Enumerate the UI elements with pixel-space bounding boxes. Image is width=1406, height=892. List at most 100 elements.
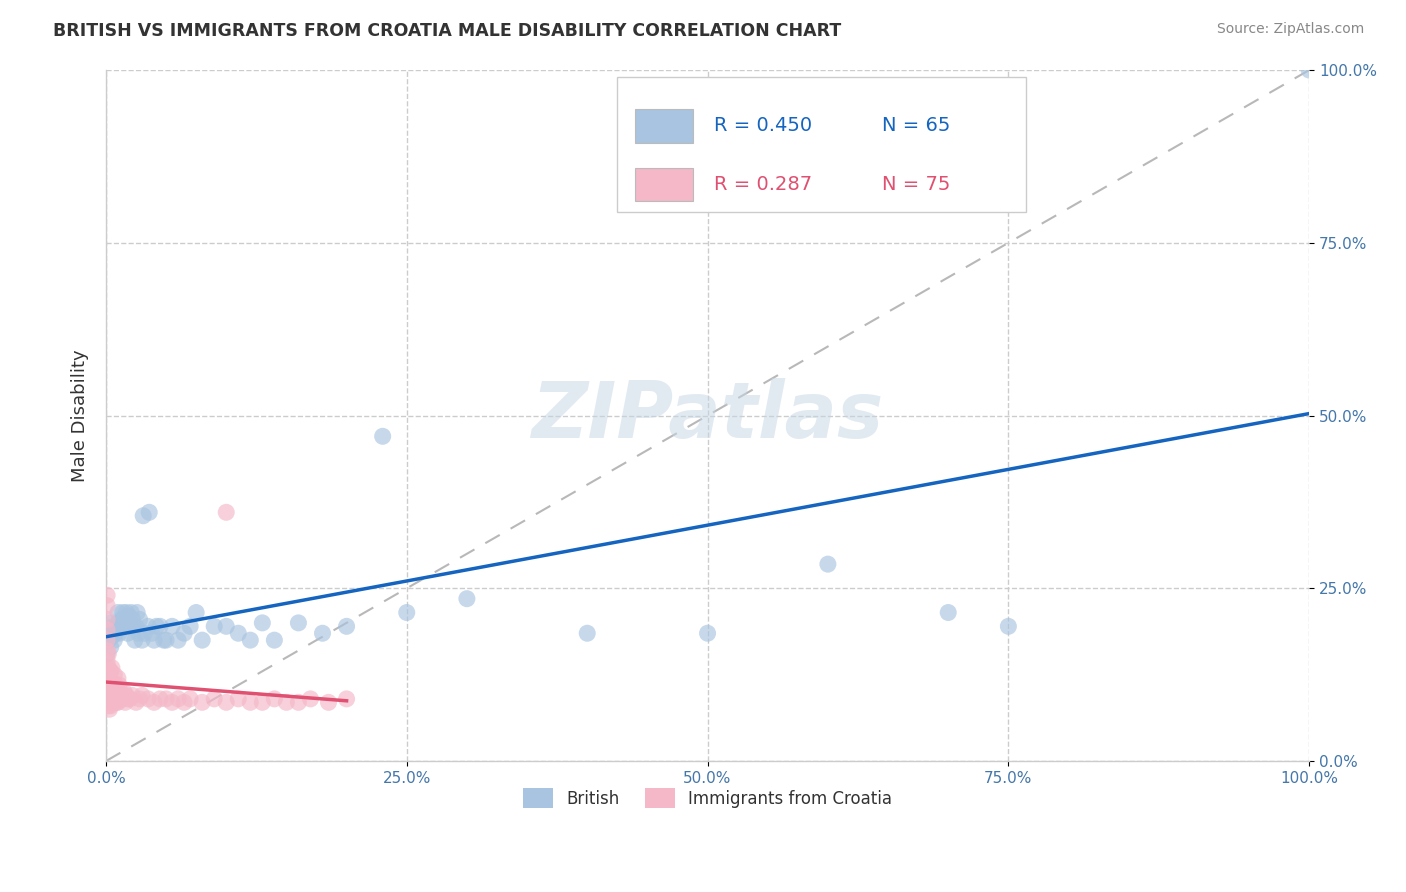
Point bbox=[191, 695, 214, 709]
Point bbox=[215, 619, 238, 633]
Point bbox=[125, 695, 148, 709]
Point bbox=[226, 626, 249, 640]
Point bbox=[127, 626, 149, 640]
Point bbox=[98, 615, 121, 630]
Point bbox=[105, 695, 128, 709]
Point bbox=[202, 619, 225, 633]
Point bbox=[936, 606, 959, 620]
Point bbox=[110, 619, 132, 633]
Point bbox=[101, 619, 124, 633]
Point bbox=[318, 695, 340, 709]
Point bbox=[96, 665, 118, 679]
Point bbox=[335, 619, 357, 633]
Point bbox=[104, 678, 127, 692]
Point bbox=[395, 606, 418, 620]
Point bbox=[191, 633, 214, 648]
FancyBboxPatch shape bbox=[636, 110, 693, 143]
Point bbox=[131, 689, 153, 703]
Point bbox=[97, 698, 120, 713]
Point bbox=[456, 591, 478, 606]
Point bbox=[114, 612, 136, 626]
Point bbox=[215, 505, 238, 519]
Point bbox=[117, 692, 139, 706]
Point bbox=[299, 692, 322, 706]
Point bbox=[335, 692, 357, 706]
Point bbox=[118, 619, 141, 633]
Point bbox=[104, 692, 127, 706]
Point bbox=[107, 671, 129, 685]
Point bbox=[122, 619, 145, 633]
Point bbox=[121, 689, 143, 703]
Point bbox=[107, 695, 129, 709]
Point bbox=[131, 633, 153, 648]
Point bbox=[97, 647, 120, 661]
Point bbox=[134, 626, 156, 640]
Point bbox=[114, 695, 136, 709]
Point bbox=[128, 692, 150, 706]
Point bbox=[997, 619, 1019, 633]
Point bbox=[103, 633, 125, 648]
Point bbox=[112, 685, 135, 699]
Point bbox=[128, 612, 150, 626]
Point bbox=[105, 681, 128, 696]
Point bbox=[121, 612, 143, 626]
Point bbox=[149, 692, 172, 706]
Point bbox=[100, 698, 122, 713]
Point bbox=[155, 633, 177, 648]
Point bbox=[98, 665, 121, 679]
Point bbox=[96, 654, 118, 668]
Point bbox=[136, 692, 159, 706]
Point bbox=[101, 678, 124, 692]
Point bbox=[101, 661, 124, 675]
Point bbox=[287, 615, 309, 630]
Point bbox=[115, 606, 138, 620]
Point bbox=[100, 678, 122, 692]
Point bbox=[100, 665, 122, 679]
Point bbox=[111, 606, 134, 620]
Point bbox=[107, 615, 129, 630]
Point bbox=[276, 695, 298, 709]
Point bbox=[98, 702, 121, 716]
Legend: British, Immigrants from Croatia: British, Immigrants from Croatia bbox=[516, 781, 898, 815]
Point bbox=[167, 633, 190, 648]
Point bbox=[226, 692, 249, 706]
Point bbox=[97, 661, 120, 675]
Point bbox=[576, 626, 599, 640]
Point bbox=[115, 689, 138, 703]
Point bbox=[104, 626, 127, 640]
Point bbox=[97, 633, 120, 648]
Point bbox=[152, 633, 174, 648]
Point bbox=[263, 692, 285, 706]
Point bbox=[110, 689, 132, 703]
Point bbox=[155, 692, 177, 706]
Point bbox=[160, 619, 183, 633]
Text: N = 65: N = 65 bbox=[882, 116, 950, 135]
Point bbox=[101, 685, 124, 699]
Point bbox=[136, 619, 159, 633]
Point bbox=[101, 695, 124, 709]
Point bbox=[96, 599, 118, 613]
Text: R = 0.450: R = 0.450 bbox=[714, 116, 811, 135]
Point bbox=[311, 626, 333, 640]
Point bbox=[252, 695, 274, 709]
Point bbox=[160, 695, 183, 709]
Text: N = 75: N = 75 bbox=[882, 175, 950, 194]
Point bbox=[101, 630, 124, 644]
Point bbox=[118, 692, 141, 706]
Point bbox=[96, 588, 118, 602]
Text: BRITISH VS IMMIGRANTS FROM CROATIA MALE DISABILITY CORRELATION CHART: BRITISH VS IMMIGRANTS FROM CROATIA MALE … bbox=[53, 22, 842, 40]
Point bbox=[145, 619, 167, 633]
Point bbox=[108, 626, 131, 640]
Point bbox=[108, 692, 131, 706]
Point bbox=[263, 633, 285, 648]
Point bbox=[817, 557, 839, 571]
Point bbox=[287, 695, 309, 709]
Point bbox=[239, 633, 262, 648]
Point bbox=[149, 619, 172, 633]
Point bbox=[202, 692, 225, 706]
Point bbox=[101, 692, 124, 706]
Point bbox=[107, 685, 129, 699]
Point bbox=[96, 612, 118, 626]
FancyBboxPatch shape bbox=[617, 77, 1026, 211]
Point bbox=[215, 695, 238, 709]
